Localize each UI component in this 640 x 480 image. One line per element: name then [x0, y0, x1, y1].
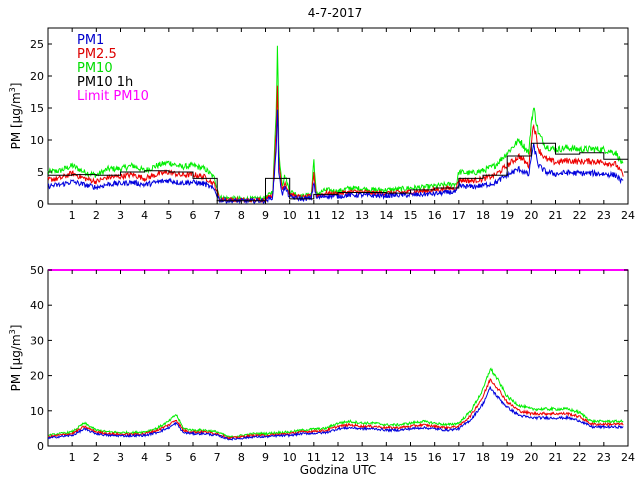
bottom-x-tick-label: 8 — [238, 451, 245, 464]
top-y-tick-label: 20 — [30, 70, 44, 83]
top-x-tick-label: 19 — [500, 209, 514, 222]
bottom-plot-area — [47, 269, 629, 447]
top-x-tick-label: 11 — [307, 209, 321, 222]
bottom-y-tick-label: 50 — [30, 264, 44, 277]
bottom-x-tick-label: 12 — [331, 451, 345, 464]
bottom-series-pm1 — [47, 386, 624, 441]
top-x-tick-label: 1 — [69, 209, 76, 222]
x-axis-title: Godzina UTC — [300, 463, 376, 477]
bottom-x-tick-label: 3 — [117, 451, 124, 464]
bottom-series-pm10 — [47, 367, 624, 439]
legend-entry-pm1: PM1 — [77, 33, 104, 48]
bottom-x-tick-label: 15 — [404, 451, 418, 464]
top-x-tick-label: 21 — [549, 209, 563, 222]
top-x-tick-label: 24 — [621, 209, 635, 222]
bottom-x-tick-label: 23 — [597, 451, 611, 464]
bottom-x-tick-label: 11 — [307, 451, 321, 464]
bottom-panel: 1 2 3 4 5 6 7 8 9 10 11 12 13 14 15 16 17 18 19 20 21 22 23 240… — [8, 264, 635, 464]
top-x-tick-label: 23 — [597, 209, 611, 222]
bottom-x-tick-label: 20 — [524, 451, 538, 464]
bottom-y-tick-label: 40 — [30, 299, 44, 312]
top-series-pm2-5 — [47, 85, 624, 204]
legend-entry-limit-pm10: Limit PM10 — [77, 89, 149, 104]
legend-entry-pm10: PM10 — [77, 61, 113, 76]
bottom-y-tick-label: 30 — [30, 334, 44, 347]
top-y-tick-label: 5 — [37, 166, 44, 179]
top-x-tick-label: 9 — [262, 209, 269, 222]
top-y-tick-label: 10 — [30, 134, 44, 147]
top-x-tick-label: 4 — [141, 209, 148, 222]
top-x-tick-label: 7 — [214, 209, 221, 222]
top-series-pm10-1h — [48, 142, 628, 202]
top-ylabel: PM [µg/m3] — [8, 83, 23, 150]
legend-entry-pm25: PM2.5 — [77, 47, 117, 62]
top-x-tick-label: 18 — [476, 209, 490, 222]
bottom-x-tick-label: 13 — [355, 451, 369, 464]
top-y-tick-label: 15 — [30, 102, 44, 115]
legend: PM1 PM2.5 PM10 PM10 1h Limit PM10 — [77, 33, 149, 104]
top-x-tick-label: 13 — [355, 209, 369, 222]
top-x-tick-label: 6 — [190, 209, 197, 222]
top-y-tick-label: 25 — [30, 38, 44, 51]
top-x-tick-label: 17 — [452, 209, 466, 222]
bottom-x-tick-label: 2 — [93, 451, 100, 464]
bottom-x-tick-label: 18 — [476, 451, 490, 464]
bottom-x-tick-label: 24 — [621, 451, 635, 464]
top-x-tick-label: 10 — [283, 209, 297, 222]
top-y-tick-label: 0 — [37, 198, 44, 211]
bottom-x-tick-label: 17 — [452, 451, 466, 464]
legend-entry-pm10-1h: PM10 1h — [77, 75, 133, 90]
bottom-y-tick-label: 0 — [37, 440, 44, 453]
bottom-axes-group: 1 2 3 4 5 6 7 8 9 10 11 12 13 14 15 16 17 18 19 20 21 22 23 240… — [30, 264, 635, 464]
bottom-x-tick-label: 9 — [262, 451, 269, 464]
bottom-x-tick-label: 10 — [283, 451, 297, 464]
top-plot-area — [47, 27, 629, 205]
bottom-y-tick-label: 10 — [30, 405, 44, 418]
bottom-x-tick-label: 1 — [69, 451, 76, 464]
bottom-x-tick-label: 19 — [500, 451, 514, 464]
bottom-x-tick-label: 6 — [190, 451, 197, 464]
top-x-tick-label: 5 — [165, 209, 172, 222]
bottom-x-tick-label: 4 — [141, 451, 148, 464]
bottom-series-pm2-5 — [47, 378, 624, 441]
bottom-x-tick-label: 14 — [379, 451, 393, 464]
bottom-x-tick-label: 5 — [165, 451, 172, 464]
bottom-y-tick-label: 20 — [30, 370, 44, 383]
top-x-tick-label: 14 — [379, 209, 393, 222]
top-x-tick-label: 8 — [238, 209, 245, 222]
bottom-x-tick-label: 22 — [573, 451, 587, 464]
bottom-x-tick-label: 7 — [214, 451, 221, 464]
bottom-x-tick-label: 21 — [549, 451, 563, 464]
top-x-tick-label: 20 — [524, 209, 538, 222]
top-x-tick-label: 2 — [93, 209, 100, 222]
top-x-tick-label: 3 — [117, 209, 124, 222]
bottom-ylabel: PM [µg/m3] — [8, 325, 23, 392]
bottom-x-tick-label: 16 — [428, 451, 442, 464]
top-x-tick-label: 15 — [404, 209, 418, 222]
top-x-tick-label: 12 — [331, 209, 345, 222]
top-series-group — [47, 45, 628, 205]
top-panel: 1 2 3 4 5 6 7 8 9 10 11 12 13 14 15 16 17 18 19 20 21 22 23 240… — [8, 27, 635, 222]
top-x-tick-label: 22 — [573, 209, 587, 222]
top-x-tick-label: 16 — [428, 209, 442, 222]
figure-title: 4-7-2017 — [308, 6, 362, 20]
top-axes-group: 1 2 3 4 5 6 7 8 9 10 11 12 13 14 15 16 17 18 19 20 21 22 23 240… — [30, 28, 635, 222]
